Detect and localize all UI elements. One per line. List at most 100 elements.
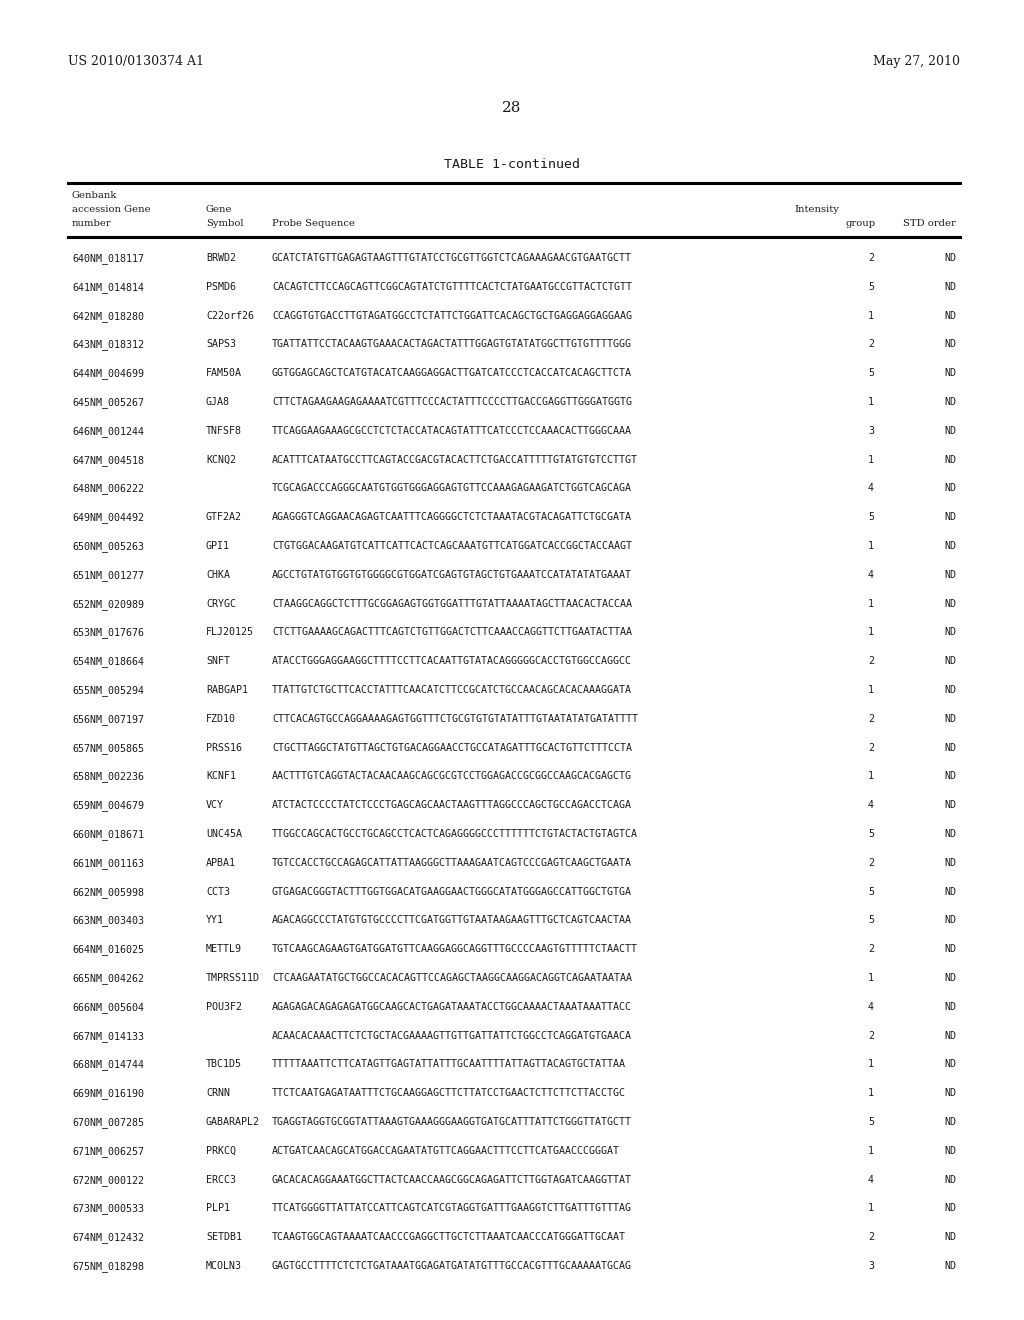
Text: TNFSF8: TNFSF8 (206, 426, 242, 436)
Text: TCGCAGACCCAGGGCAATGTGGTGGGAGGAGTGTTCCAAAGAGAAGATCTGGTCAGCAGA: TCGCAGACCCAGGGCAATGTGGTGGGAGGAGTGTTCCAAA… (272, 483, 632, 494)
Text: CRYGC: CRYGC (206, 598, 236, 609)
Text: 1: 1 (868, 454, 874, 465)
Text: ND: ND (944, 771, 956, 781)
Text: 675NM_018298: 675NM_018298 (72, 1261, 144, 1272)
Text: 1: 1 (868, 685, 874, 696)
Text: accession Gene: accession Gene (72, 205, 151, 214)
Text: 1: 1 (868, 627, 874, 638)
Text: 1: 1 (868, 1088, 874, 1098)
Text: 2: 2 (868, 714, 874, 723)
Text: C22orf26: C22orf26 (206, 310, 254, 321)
Text: 3: 3 (868, 1261, 874, 1271)
Text: TGAGGTAGGTGCGGTATTAAAGTGAAAGGGAAGGTGATGCATTTATTCTGGGTTATGCTT: TGAGGTAGGTGCGGTATTAAAGTGAAAGGGAAGGTGATGC… (272, 1117, 632, 1127)
Text: SAPS3: SAPS3 (206, 339, 236, 350)
Text: ND: ND (944, 1175, 956, 1184)
Text: GACACACAGGAAATGGCTTACTCAACCAAGCGGCAGAGATTCTTGGTAGATCAAGGTTAT: GACACACAGGAAATGGCTTACTCAACCAAGCGGCAGAGAT… (272, 1175, 632, 1184)
Text: AGAGGGTCAGGAACAGAGTCAATTTCAGGGGCTCTCTAAATACGTACAGATTCTGCGATA: AGAGGGTCAGGAACAGAGTCAATTTCAGGGGCTCTCTAAA… (272, 512, 632, 523)
Text: 1: 1 (868, 1146, 874, 1156)
Text: ND: ND (944, 570, 956, 579)
Text: GCATCTATGTTGAGAGTAAGTTTGTATCCTGCGTTGGTCTCAGAAAGAACGTGAATGCTT: GCATCTATGTTGAGAGTAAGTTTGTATCCTGCGTTGGTCT… (272, 253, 632, 263)
Text: 644NM_004699: 644NM_004699 (72, 368, 144, 379)
Text: 673NM_000533: 673NM_000533 (72, 1204, 144, 1214)
Text: BRWD2: BRWD2 (206, 253, 236, 263)
Text: 657NM_005865: 657NM_005865 (72, 743, 144, 754)
Text: GAGTGCCTTTTCTCTCTGATAAATGGAGATGATATGTTTGCCACGTTTGCAAAAATGCAG: GAGTGCCTTTTCTCTCTGATAAATGGAGATGATATGTTTG… (272, 1261, 632, 1271)
Text: TBC1D5: TBC1D5 (206, 1060, 242, 1069)
Text: MCOLN3: MCOLN3 (206, 1261, 242, 1271)
Text: TTTTTAAATTCTTCATAGTTGAGTATTATTTGCAATTTTATTAGTTACAGTGCTATTAA: TTTTTAAATTCTTCATAGTTGAGTATTATTTGCAATTTTA… (272, 1060, 626, 1069)
Text: 664NM_016025: 664NM_016025 (72, 944, 144, 956)
Text: Symbol: Symbol (206, 219, 244, 228)
Text: 670NM_007285: 670NM_007285 (72, 1117, 144, 1127)
Text: GTF2A2: GTF2A2 (206, 512, 242, 523)
Text: 2: 2 (868, 656, 874, 667)
Text: CHKA: CHKA (206, 570, 230, 579)
Text: METTL9: METTL9 (206, 944, 242, 954)
Text: 5: 5 (868, 829, 874, 840)
Text: May 27, 2010: May 27, 2010 (873, 55, 961, 69)
Text: 654NM_018664: 654NM_018664 (72, 656, 144, 667)
Text: 3: 3 (868, 426, 874, 436)
Text: 647NM_004518: 647NM_004518 (72, 454, 144, 466)
Text: 1: 1 (868, 310, 874, 321)
Text: STD order: STD order (903, 219, 956, 228)
Text: ND: ND (944, 973, 956, 983)
Text: Genbank: Genbank (72, 191, 118, 201)
Text: 658NM_002236: 658NM_002236 (72, 771, 144, 783)
Text: ND: ND (944, 512, 956, 523)
Text: KCNF1: KCNF1 (206, 771, 236, 781)
Text: ND: ND (944, 598, 956, 609)
Text: POU3F2: POU3F2 (206, 1002, 242, 1012)
Text: ND: ND (944, 685, 956, 696)
Text: ND: ND (944, 1261, 956, 1271)
Text: GJA8: GJA8 (206, 397, 230, 407)
Text: number: number (72, 219, 112, 228)
Text: 672NM_000122: 672NM_000122 (72, 1175, 144, 1185)
Text: ND: ND (944, 915, 956, 925)
Text: RABGAP1: RABGAP1 (206, 685, 248, 696)
Text: 5: 5 (868, 887, 874, 896)
Text: CCAGGTGTGACCTTGTAGATGGCCTCTATTCTGGATTCACAGCTGCTGAGGAGGAGGAAG: CCAGGTGTGACCTTGTAGATGGCCTCTATTCTGGATTCAC… (272, 310, 632, 321)
Text: ND: ND (944, 454, 956, 465)
Text: ND: ND (944, 426, 956, 436)
Text: ND: ND (944, 858, 956, 867)
Text: 666NM_005604: 666NM_005604 (72, 1002, 144, 1012)
Text: GTGAGACGGGTACTTTGGTGGACATGAAGGAACTGGGCATATGGGAGCCATTGGCTGTGA: GTGAGACGGGTACTTTGGTGGACATGAAGGAACTGGGCAT… (272, 887, 632, 896)
Text: 5: 5 (868, 512, 874, 523)
Text: ND: ND (944, 253, 956, 263)
Text: GPI1: GPI1 (206, 541, 230, 550)
Text: ND: ND (944, 714, 956, 723)
Text: Gene: Gene (206, 205, 232, 214)
Text: Probe Sequence: Probe Sequence (272, 219, 355, 228)
Text: 4: 4 (868, 570, 874, 579)
Text: TTGGCCAGCACTGCCTGCAGCCTCACTCAGAGGGGCCCTTTTTTCTGTACTACTGTAGTCA: TTGGCCAGCACTGCCTGCAGCCTCACTCAGAGGGGCCCTT… (272, 829, 638, 840)
Text: 659NM_004679: 659NM_004679 (72, 800, 144, 810)
Text: 671NM_006257: 671NM_006257 (72, 1146, 144, 1156)
Text: 1: 1 (868, 771, 874, 781)
Text: 649NM_004492: 649NM_004492 (72, 512, 144, 523)
Text: ND: ND (944, 944, 956, 954)
Text: CTCAAGAATATGCTGGCCACACAGTTCCAGAGCTAAGGCAAGGACAGGTCAGAATAATAA: CTCAAGAATATGCTGGCCACACAGTTCCAGAGCTAAGGCA… (272, 973, 632, 983)
Text: ND: ND (944, 281, 956, 292)
Text: FZD10: FZD10 (206, 714, 236, 723)
Text: 645NM_005267: 645NM_005267 (72, 397, 144, 408)
Text: TGATTATTCCTACAAGTGAAACACTAGACTATTTGGAGTGTATATGGCTTGTGTTTTGGG: TGATTATTCCTACAAGTGAAACACTAGACTATTTGGAGTG… (272, 339, 632, 350)
Text: YY1: YY1 (206, 915, 224, 925)
Text: ATACCTGGGAGGAAGGCTTTTCCTTCACAATTGTATACAGGGGGCACCTGTGGCCAGGCC: ATACCTGGGAGGAAGGCTTTTCCTTCACAATTGTATACAG… (272, 656, 632, 667)
Text: 1: 1 (868, 541, 874, 550)
Text: 661NM_001163: 661NM_001163 (72, 858, 144, 869)
Text: 1: 1 (868, 1204, 874, 1213)
Text: SETDB1: SETDB1 (206, 1232, 242, 1242)
Text: GABARAPL2: GABARAPL2 (206, 1117, 260, 1127)
Text: GGTGGAGCAGCTCATGTACATCAAGGAGGACTTGATCATCCCTCACCATCACAGCTTCTA: GGTGGAGCAGCTCATGTACATCAAGGAGGACTTGATCATC… (272, 368, 632, 379)
Text: 2: 2 (868, 253, 874, 263)
Text: AGCCTGTATGTGGTGTGGGGCGTGGATCGAGTGTAGCTGTGAAATCCATATATATGAAAT: AGCCTGTATGTGGTGTGGGGCGTGGATCGAGTGTAGCTGT… (272, 570, 632, 579)
Text: ND: ND (944, 829, 956, 840)
Text: 669NM_016190: 669NM_016190 (72, 1088, 144, 1100)
Text: 4: 4 (868, 1175, 874, 1184)
Text: ND: ND (944, 1002, 956, 1012)
Text: PLP1: PLP1 (206, 1204, 230, 1213)
Text: ND: ND (944, 483, 956, 494)
Text: 663NM_003403: 663NM_003403 (72, 915, 144, 927)
Text: PRKCQ: PRKCQ (206, 1146, 236, 1156)
